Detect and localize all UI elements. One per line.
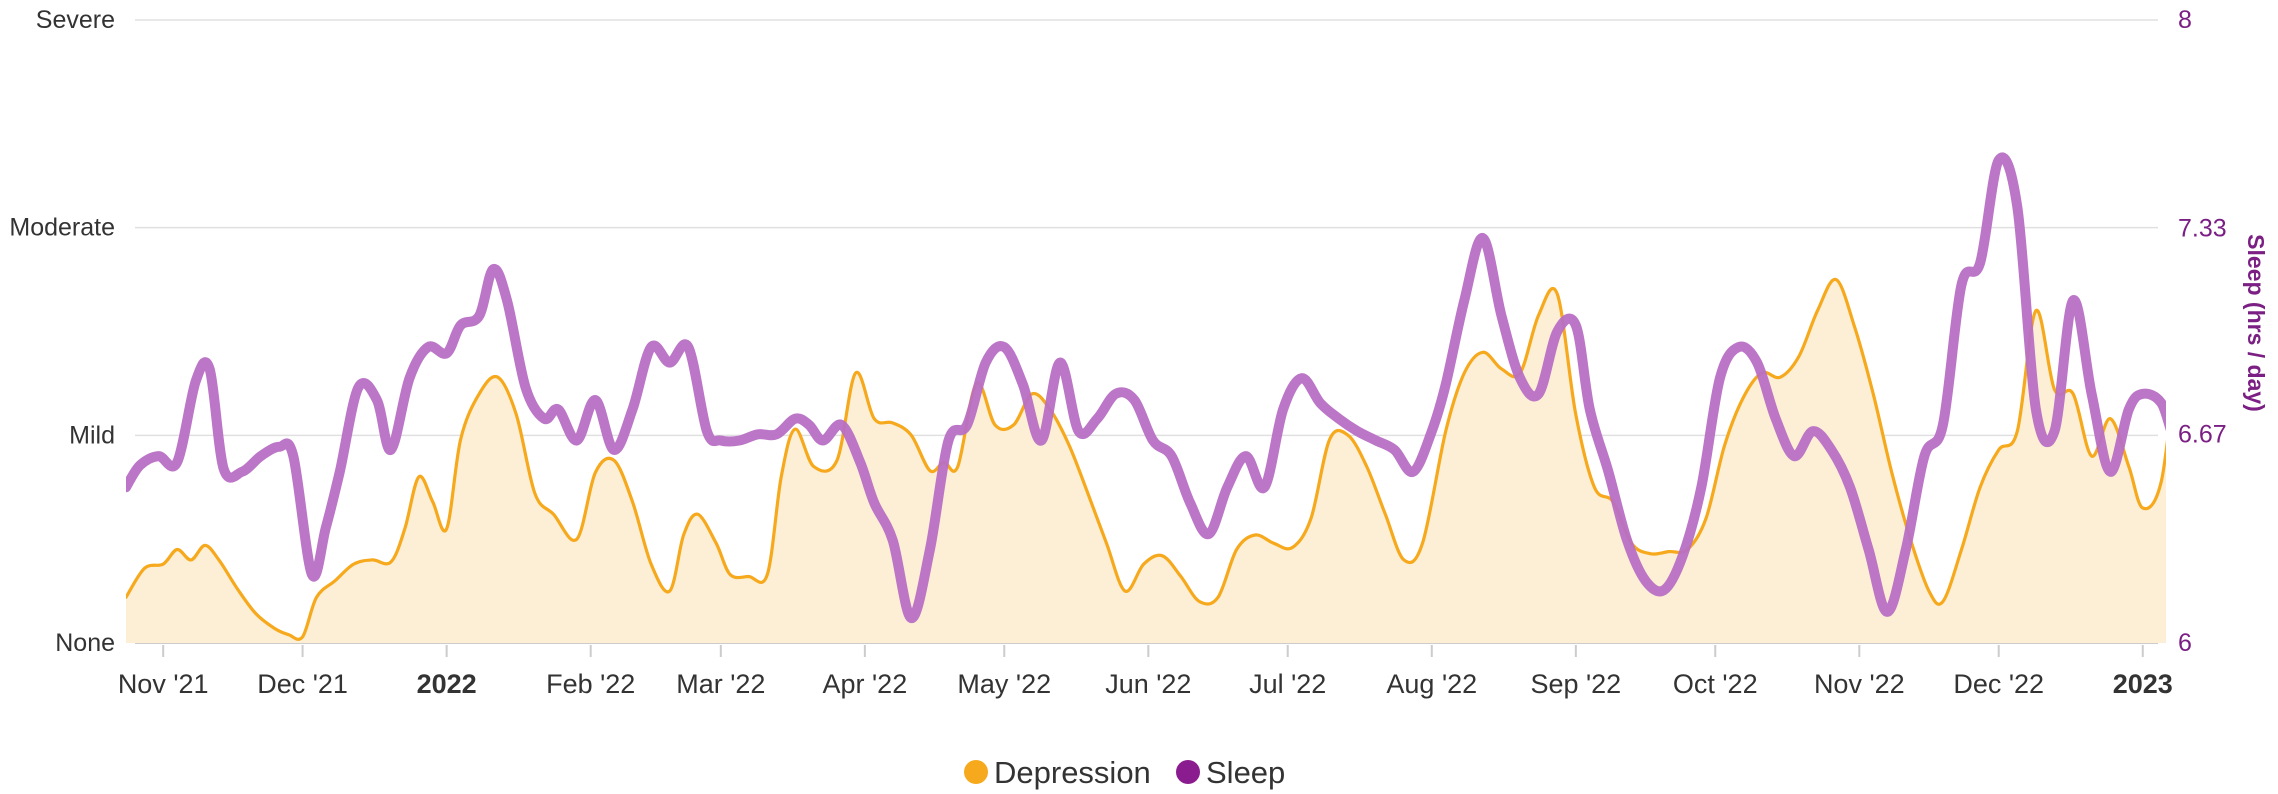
x-tick-label: Oct '22 bbox=[1673, 669, 1758, 699]
sleep-series-path bbox=[126, 152, 2166, 624]
y-left-tick-label: Severe bbox=[36, 6, 115, 34]
x-tick-label: Jul '22 bbox=[1249, 669, 1326, 699]
x-tick-label: 2023 bbox=[2113, 669, 2173, 699]
x-tick-label: Sep '22 bbox=[1530, 669, 1621, 699]
y-right-tick-label: 6 bbox=[2178, 629, 2192, 657]
x-tick-label: Nov '22 bbox=[1814, 669, 1905, 699]
y-left-tick-label: None bbox=[55, 629, 115, 657]
legend[interactable]: Depression Sleep bbox=[964, 755, 1285, 790]
legend-marker bbox=[1176, 760, 1200, 784]
legend-item-depression[interactable]: Depression bbox=[964, 755, 1151, 790]
x-tick-label: Dec '22 bbox=[1953, 669, 2044, 699]
y-right-tick-label: 8 bbox=[2178, 6, 2192, 34]
depression-area-fill bbox=[126, 279, 2166, 643]
x-axis: Nov '21 Dec '21 2022 Feb '22 Mar '22 Apr '22 M… bbox=[118, 645, 2173, 699]
sleep-line bbox=[126, 152, 2166, 624]
legend-marker bbox=[964, 760, 988, 784]
x-tick-label: Apr '22 bbox=[823, 669, 908, 699]
x-tick-label: Mar '22 bbox=[676, 669, 765, 699]
x-tick-label: 2022 bbox=[417, 669, 477, 699]
depression-area bbox=[126, 279, 2166, 643]
x-tick-label: Dec '21 bbox=[257, 669, 348, 699]
legend-item-sleep[interactable]: Sleep bbox=[1176, 755, 1285, 790]
legend-label: Depression bbox=[994, 755, 1151, 790]
x-tick-label: Jun '22 bbox=[1105, 669, 1191, 699]
y-left-tick-label: Mild bbox=[69, 421, 115, 449]
x-tick-label: Nov '21 bbox=[118, 669, 209, 699]
y-axis-left: None Mild Moderate Severe bbox=[9, 6, 115, 657]
y-right-tick-label: 7.33 bbox=[2178, 215, 2227, 243]
y-axis-right-title: Sleep (hrs / day) bbox=[2243, 234, 2269, 412]
y-axis-right: 6 6.67 7.33 8 bbox=[2178, 6, 2227, 657]
y-right-tick-label: 6.67 bbox=[2178, 420, 2227, 448]
y-left-tick-label: Moderate bbox=[9, 214, 115, 242]
x-tick-label: Feb '22 bbox=[546, 669, 635, 699]
x-tick-label: May '22 bbox=[957, 669, 1051, 699]
x-tick-label: Aug '22 bbox=[1386, 669, 1477, 699]
legend-label: Sleep bbox=[1206, 755, 1285, 790]
